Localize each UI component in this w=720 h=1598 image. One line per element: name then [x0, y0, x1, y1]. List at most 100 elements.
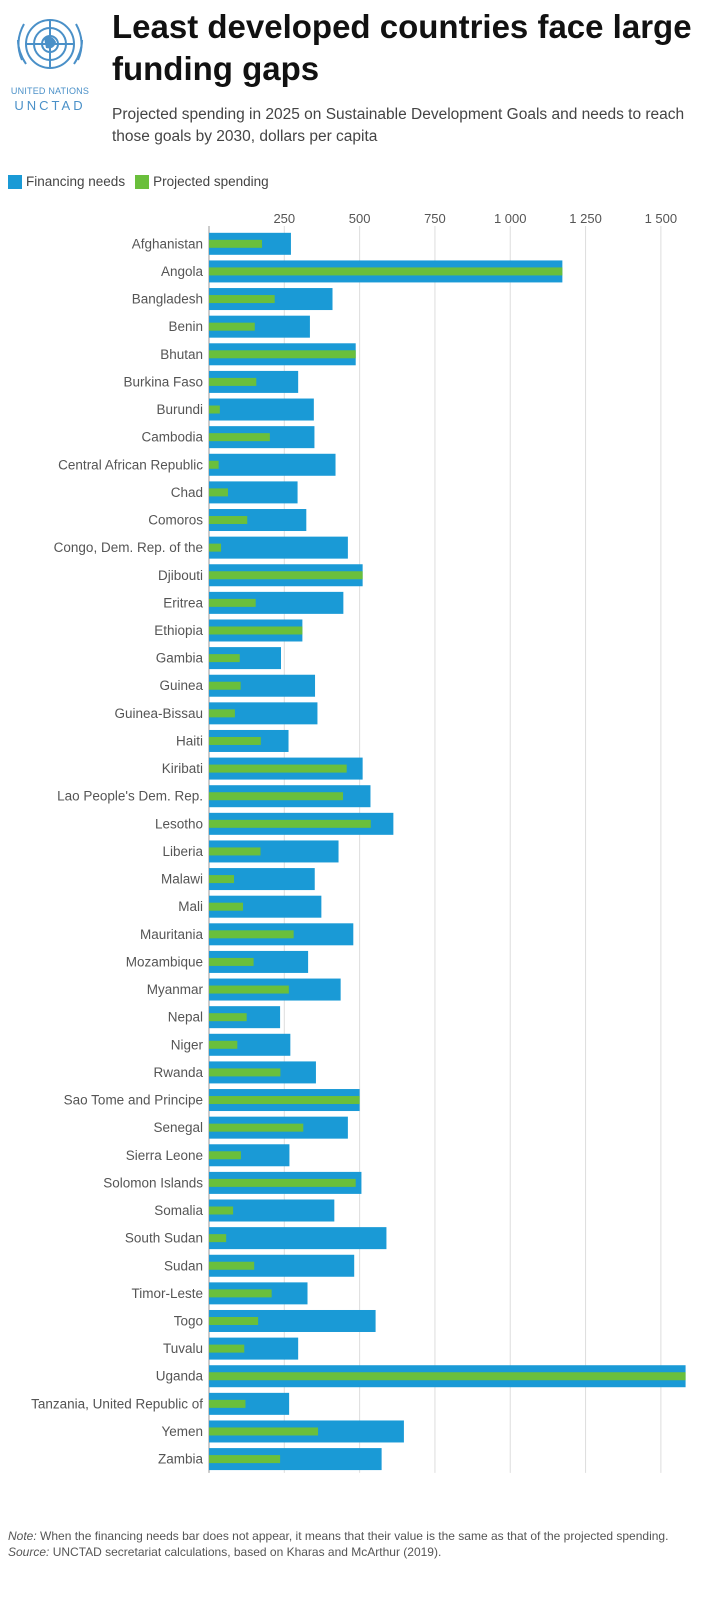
bar-financing-needs-sierra-leone: [209, 1144, 290, 1167]
category-label-malawi: Malawi: [161, 872, 203, 887]
bar-projected-spending-comoros: [209, 516, 248, 525]
bar-financing-needs-benin: [209, 315, 310, 338]
category-label-bhutan: Bhutan: [160, 347, 203, 362]
bar-financing-needs-zambia: [209, 1448, 382, 1471]
chart-title: Least developed countries face large fun…: [112, 8, 692, 87]
category-label-senegal: Senegal: [153, 1120, 203, 1135]
bar-projected-spending-myanmar: [209, 985, 289, 994]
bar-financing-needs-burundi: [209, 398, 314, 421]
bar-projected-spending-senegal: [209, 1123, 304, 1132]
legend-item-financing-needs: Financing needs: [8, 174, 125, 189]
category-label-cambodia: Cambodia: [141, 430, 203, 445]
bar-projected-spending-afghanistan: [209, 239, 263, 248]
bar-financing-needs-niger: [209, 1033, 291, 1056]
bar-projected-spending-sierra-leone: [209, 1151, 241, 1160]
bar-financing-needs-liberia: [209, 840, 339, 863]
x-tick-label-1000: 1 000: [494, 211, 527, 226]
bar-projected-spending-tuvalu: [209, 1344, 245, 1353]
bar-projected-spending-liberia: [209, 847, 261, 856]
category-label-yemen: Yemen: [161, 1424, 203, 1439]
category-label-myanmar: Myanmar: [147, 982, 204, 997]
bar-projected-spending-guinea: [209, 681, 241, 690]
bar-financing-needs-gambia: [209, 647, 281, 670]
chart-footer: Note: When the financing needs bar does …: [8, 1528, 708, 1560]
source-text: UNCTAD secretariat calculations, based o…: [49, 1545, 442, 1559]
legend-label-financing-needs: Financing needs: [26, 174, 126, 189]
legend-label-projected-spending: Projected spending: [153, 174, 269, 189]
bar-projected-spending-sudan: [209, 1261, 255, 1270]
category-label-eritrea: Eritrea: [163, 595, 203, 610]
bar-projected-spending-cambodia: [209, 433, 270, 442]
bar-financing-needs-mali: [209, 895, 322, 918]
bar-projected-spending-lao-people-s-dem-rep: [209, 792, 344, 801]
category-label-south-sudan: South Sudan: [125, 1231, 203, 1246]
category-label-burkina-faso: Burkina Faso: [123, 374, 203, 389]
unctad-logo: UNITED NATIONS UNCTAD: [4, 4, 96, 114]
bar-projected-spending-rwanda: [209, 1068, 281, 1077]
legend-swatch-projected-spending: [135, 174, 150, 189]
source-note: Source: UNCTAD secretariat calculations,…: [8, 1544, 708, 1560]
bar-projected-spending-guinea-bissau: [209, 709, 235, 718]
x-tick-label-500: 500: [349, 211, 371, 226]
category-label-haiti: Haiti: [176, 733, 203, 748]
category-label-sao-tome-and-principe: Sao Tome and Principe: [64, 1093, 203, 1108]
category-label-togo: Togo: [174, 1313, 203, 1328]
bar-projected-spending-tanzania-united-republic-of: [209, 1399, 246, 1408]
category-label-lao-people-s-dem-rep: Lao People's Dem. Rep.: [57, 789, 203, 804]
bar-financing-needs-tanzania-united-republic-of: [209, 1392, 290, 1415]
category-label-djibouti: Djibouti: [158, 568, 203, 583]
category-label-mozambique: Mozambique: [126, 954, 203, 969]
bar-projected-spending-chad: [209, 488, 228, 497]
bar-financing-needs-malawi: [209, 868, 315, 891]
bar-financing-needs-togo: [209, 1309, 376, 1332]
bar-projected-spending-ethiopia: [209, 626, 303, 635]
bar-projected-spending-bangladesh: [209, 295, 275, 304]
category-label-niger: Niger: [171, 1037, 204, 1052]
category-label-sierra-leone: Sierra Leone: [126, 1148, 203, 1163]
footnote-label: Note:: [8, 1529, 37, 1543]
bar-projected-spending-congo-dem-rep-of-the: [209, 543, 222, 552]
bar-projected-spending-nepal: [209, 1013, 247, 1022]
logo-text-unctad: UNCTAD: [14, 98, 86, 113]
category-label-lesotho: Lesotho: [155, 816, 203, 831]
category-label-nepal: Nepal: [168, 1010, 203, 1025]
bar-projected-spending-haiti: [209, 736, 261, 745]
category-label-mali: Mali: [178, 899, 203, 914]
category-label-congo-dem-rep-of-the: Congo, Dem. Rep. of the: [54, 540, 203, 555]
legend-item-projected-spending: Projected spending: [135, 174, 269, 189]
bar-projected-spending-bhutan: [209, 350, 356, 359]
category-label-bangladesh: Bangladesh: [132, 292, 203, 307]
bar-financing-needs-guinea: [209, 674, 316, 697]
footnote: Note: When the financing needs bar does …: [8, 1528, 708, 1544]
bar-projected-spending-uganda: [209, 1372, 686, 1381]
category-label-solomon-islands: Solomon Islands: [103, 1175, 203, 1190]
bar-projected-spending-sao-tome-and-principe: [209, 1096, 360, 1105]
bar-projected-spending-lesotho: [209, 819, 371, 828]
logo-text-united-nations: UNITED NATIONS: [10, 86, 90, 96]
category-label-sudan: Sudan: [164, 1258, 203, 1273]
bar-projected-spending-mozambique: [209, 957, 254, 966]
category-label-burundi: Burundi: [156, 402, 203, 417]
bar-financing-needs-eritrea: [209, 591, 344, 614]
category-label-guinea-bissau: Guinea-Bissau: [114, 706, 203, 721]
bar-financing-needs-guinea-bissau: [209, 702, 318, 725]
category-label-zambia: Zambia: [158, 1452, 204, 1467]
bar-chart: 250 500 750 1 000 1 250 1 500 Afghanistan Angol…: [31, 211, 686, 1473]
un-emblem-icon: [17, 19, 83, 69]
category-label-timor-leste: Timor-Leste: [131, 1286, 203, 1301]
bar-projected-spending-burundi: [209, 405, 220, 414]
category-label-afghanistan: Afghanistan: [132, 236, 203, 251]
bar-financing-needs-sudan: [209, 1254, 355, 1277]
bar-projected-spending-gambia: [209, 654, 240, 663]
bar-financing-needs-central-african-republic: [209, 453, 336, 476]
bar-projected-spending-timor-leste: [209, 1289, 272, 1298]
category-label-guinea: Guinea: [159, 678, 203, 693]
category-label-mauritania: Mauritania: [140, 927, 204, 942]
bar-projected-spending-kiribati: [209, 764, 347, 773]
bar-projected-spending-togo: [209, 1316, 259, 1325]
bar-projected-spending-burkina-faso: [209, 377, 257, 386]
source-label: Source:: [8, 1545, 50, 1559]
x-tick-label-250: 250: [273, 211, 295, 226]
bar-projected-spending-mali: [209, 902, 244, 911]
bar-projected-spending-somalia: [209, 1206, 234, 1215]
